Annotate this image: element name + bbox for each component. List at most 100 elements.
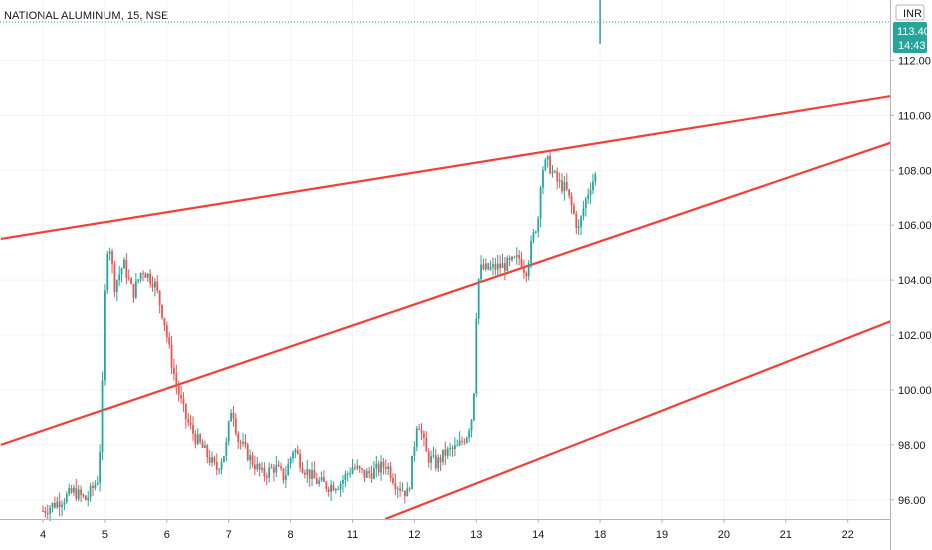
candle-body [101, 380, 104, 452]
currency-label: INR [903, 8, 922, 20]
candle-body [42, 510, 44, 512]
candle-body [89, 485, 92, 498]
candle-body [344, 473, 347, 481]
candle-body [339, 483, 342, 490]
candle-body [575, 213, 578, 229]
candle-body [589, 190, 592, 195]
y-tick-label: 112.00 [898, 55, 931, 67]
candle-body [532, 232, 535, 241]
candle-body [251, 455, 254, 465]
candle-body [475, 318, 478, 394]
candle-body [137, 279, 140, 282]
candle-body [437, 457, 440, 469]
candle-body [353, 467, 356, 469]
candle-body [306, 469, 309, 475]
candle-body [134, 281, 137, 298]
candle-body [320, 477, 323, 481]
trendline[interactable] [0, 141, 891, 446]
candle-body [258, 463, 261, 470]
candle-body [303, 472, 306, 475]
y-tick-label: 104.00 [898, 275, 932, 287]
candle-body [525, 272, 528, 277]
trendline[interactable] [0, 95, 891, 240]
candle-body [292, 452, 294, 459]
candle-body [115, 280, 118, 292]
candle-body [294, 450, 297, 453]
candle-body [508, 257, 511, 260]
candle-body [432, 455, 435, 457]
candle-body [358, 466, 361, 469]
candle-body [330, 484, 332, 492]
candle-body [375, 463, 378, 469]
chart-grid [0, 0, 890, 519]
candle-body [99, 451, 102, 484]
candle-body [323, 477, 325, 482]
candle-body [273, 467, 275, 473]
candle-body [125, 259, 128, 278]
candle-body [261, 467, 263, 470]
candle-body [289, 458, 292, 464]
candle-body [382, 461, 385, 468]
candle-body [70, 488, 73, 493]
candle-body [277, 464, 280, 467]
last-price-badge-bg [893, 22, 927, 53]
candle-body [542, 170, 544, 188]
candle-body [563, 182, 566, 192]
candle-body [425, 437, 428, 452]
candle-body [199, 434, 202, 443]
x-tick-label: 4 [40, 529, 46, 541]
y-tick-label: 102.00 [898, 330, 932, 342]
candle-body [349, 473, 352, 475]
candle-body [223, 456, 225, 463]
candle-body [77, 489, 80, 499]
candle-body [184, 403, 187, 420]
candle-body [503, 263, 506, 271]
candle-body [527, 263, 530, 277]
x-tick-label: 13 [470, 529, 482, 541]
candle-body [208, 457, 211, 463]
candle-body [556, 171, 559, 182]
candle-body [311, 470, 313, 479]
candle-body [153, 281, 156, 288]
candle-body [127, 277, 130, 279]
candle-body [268, 467, 271, 478]
candle-body [439, 457, 442, 463]
candle-body [132, 283, 135, 298]
y-tick-label: 110.00 [898, 110, 931, 122]
candles [42, 0, 601, 522]
candle-body [415, 428, 418, 447]
candle-body [230, 412, 232, 422]
candle-body [458, 440, 461, 446]
candle-body [403, 490, 406, 497]
candle-body [408, 488, 411, 490]
candle-body [73, 487, 75, 493]
candle-body [113, 264, 116, 292]
candle-body [244, 441, 247, 445]
candle-body [92, 485, 94, 489]
candle-body [242, 441, 244, 444]
candle-body [561, 180, 563, 192]
trendlines[interactable] [0, 95, 891, 521]
candle-body [487, 263, 490, 270]
candle-body [180, 394, 182, 399]
candle-body [84, 495, 87, 501]
candle-body [456, 445, 459, 447]
trendline[interactable] [384, 320, 891, 521]
candle-body [387, 466, 390, 470]
currency-label-bg [895, 4, 925, 21]
candle-body [111, 251, 113, 265]
candle-body [480, 264, 482, 280]
x-tick-label: 6 [164, 529, 170, 541]
candle-body [496, 263, 499, 270]
candle-body [346, 473, 349, 475]
candle-body [365, 471, 368, 478]
candle-body [149, 273, 152, 284]
candle-body [263, 467, 266, 477]
candle-body [570, 195, 573, 206]
candle-body [96, 483, 99, 485]
candle-body [265, 476, 268, 478]
candle-body [506, 257, 509, 271]
candle-body [173, 367, 175, 375]
candle-body [544, 159, 547, 171]
